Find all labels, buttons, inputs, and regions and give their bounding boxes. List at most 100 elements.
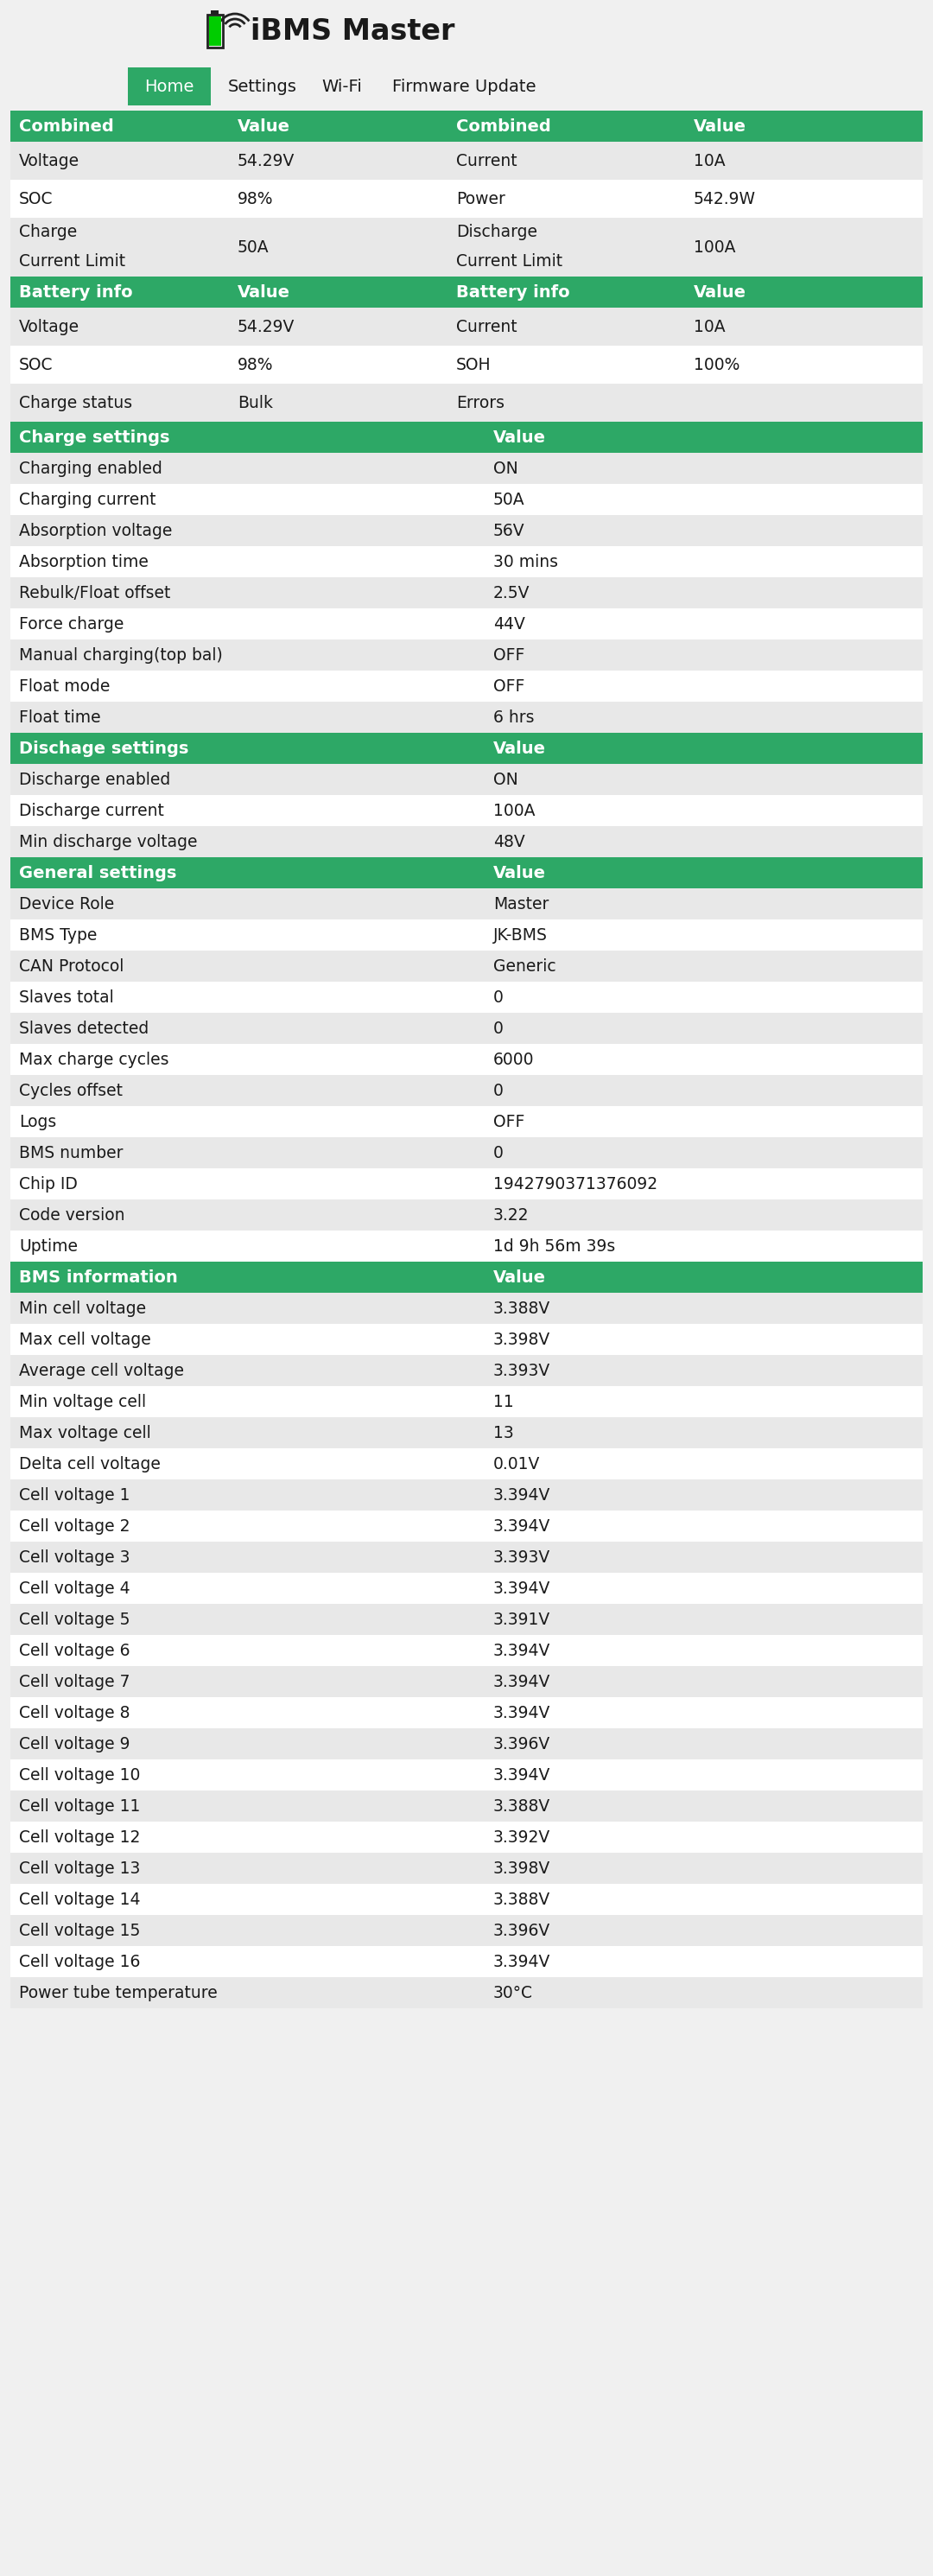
Bar [10,307,923,345]
Text: Rebulk/Float offset: Rebulk/Float offset [19,585,171,600]
Text: Master: Master [494,896,549,912]
Text: Value: Value [694,118,746,134]
Bar [10,1479,923,1510]
Text: 6 hrs: 6 hrs [494,708,535,726]
Bar [128,67,211,106]
Bar [10,1883,923,1914]
Text: Charging current: Charging current [19,492,156,507]
Text: Combined: Combined [456,118,551,134]
Text: 3.391V: 3.391V [494,1610,550,1628]
Text: Absorption time: Absorption time [19,554,148,569]
Text: Firmware Update: Firmware Update [392,77,536,95]
Bar [10,384,923,422]
Text: Min discharge voltage: Min discharge voltage [19,835,198,850]
Text: General settings: General settings [19,866,176,881]
Text: Value: Value [238,283,290,301]
Text: Battery info: Battery info [456,283,570,301]
Text: BMS information: BMS information [19,1270,178,1285]
Bar [10,858,923,889]
Text: 3.388V: 3.388V [494,1301,550,1316]
Text: 44V: 44V [494,616,525,631]
Bar [10,1293,923,1324]
Text: Min voltage cell: Min voltage cell [19,1394,146,1409]
Text: 3.396V: 3.396V [494,1922,550,1940]
Bar [10,796,923,827]
Text: 3.398V: 3.398V [494,1332,550,1347]
Text: Bulk: Bulk [238,394,273,412]
Bar [10,1448,923,1479]
Text: Combined: Combined [19,118,114,134]
Text: Cell voltage 3: Cell voltage 3 [19,1548,130,1566]
Bar [10,1231,923,1262]
Bar [10,219,923,276]
Text: Max cell voltage: Max cell voltage [19,1332,151,1347]
Text: Delta cell voltage: Delta cell voltage [19,1455,160,1471]
Bar [10,345,923,384]
Bar [10,889,923,920]
Text: Value: Value [238,118,290,134]
Bar [10,1074,923,1105]
Text: 3.394V: 3.394V [494,1953,550,1971]
Bar [10,1574,923,1605]
Text: OFF: OFF [494,647,524,662]
Text: Chip ID: Chip ID [19,1175,77,1193]
Text: 100A: 100A [694,240,735,255]
Text: Max charge cycles: Max charge cycles [19,1051,169,1066]
Text: Force charge: Force charge [19,616,124,631]
Text: 54.29V: 54.29V [238,319,295,335]
Bar [10,1821,923,1852]
Bar [10,951,923,981]
Text: Voltage: Voltage [19,152,79,170]
Text: Value: Value [494,1270,546,1285]
Text: Current: Current [456,319,517,335]
Text: Current Limit: Current Limit [456,252,563,270]
Bar [10,701,923,732]
Bar [10,1667,923,1698]
Text: Slaves detected: Slaves detected [19,1020,148,1036]
Bar [10,1386,923,1417]
Text: Cell voltage 2: Cell voltage 2 [19,1517,130,1535]
Text: Discharge current: Discharge current [19,801,164,819]
Bar [10,1759,923,1790]
Text: 0: 0 [494,1082,504,1100]
Text: 3.388V: 3.388V [494,1891,550,1909]
Text: 10A: 10A [694,319,725,335]
Text: Cell voltage 6: Cell voltage 6 [19,1643,130,1659]
Text: Cell voltage 8: Cell voltage 8 [19,1705,130,1721]
Text: 1d 9h 56m 39s: 1d 9h 56m 39s [494,1239,615,1255]
Text: Absorption voltage: Absorption voltage [19,523,173,538]
Bar [10,577,923,608]
Bar [10,142,923,180]
Text: OFF: OFF [494,1113,524,1131]
Text: 30 mins: 30 mins [494,554,558,569]
Text: Value: Value [494,430,546,446]
Bar [10,981,923,1012]
Bar [10,1170,923,1200]
Bar [10,1043,923,1074]
Text: Device Role: Device Role [19,896,114,912]
Text: 30°C: 30°C [494,1984,533,2002]
Text: ON: ON [494,770,518,788]
Text: Min cell voltage: Min cell voltage [19,1301,146,1316]
Text: Settings: Settings [228,77,297,95]
Bar [10,422,923,453]
Text: Errors: Errors [456,394,505,412]
Bar [10,1262,923,1293]
Bar [10,639,923,670]
Text: Discharge enabled: Discharge enabled [19,770,171,788]
Text: Discharge: Discharge [456,224,537,240]
Text: CAN Protocol: CAN Protocol [19,958,124,974]
Bar [10,180,923,219]
Text: Power tube temperature: Power tube temperature [19,1984,217,2002]
Text: 3.22: 3.22 [494,1206,529,1224]
Bar [10,1540,923,1574]
Bar [207,15,223,46]
Text: Code version: Code version [19,1206,125,1224]
Text: Cell voltage 14: Cell voltage 14 [19,1891,140,1909]
Bar [10,608,923,639]
Text: Cell voltage 7: Cell voltage 7 [19,1674,130,1690]
Text: Float time: Float time [19,708,101,726]
Text: 3.398V: 3.398V [494,1860,550,1875]
Text: 11: 11 [494,1394,514,1409]
Text: 98%: 98% [238,191,273,206]
